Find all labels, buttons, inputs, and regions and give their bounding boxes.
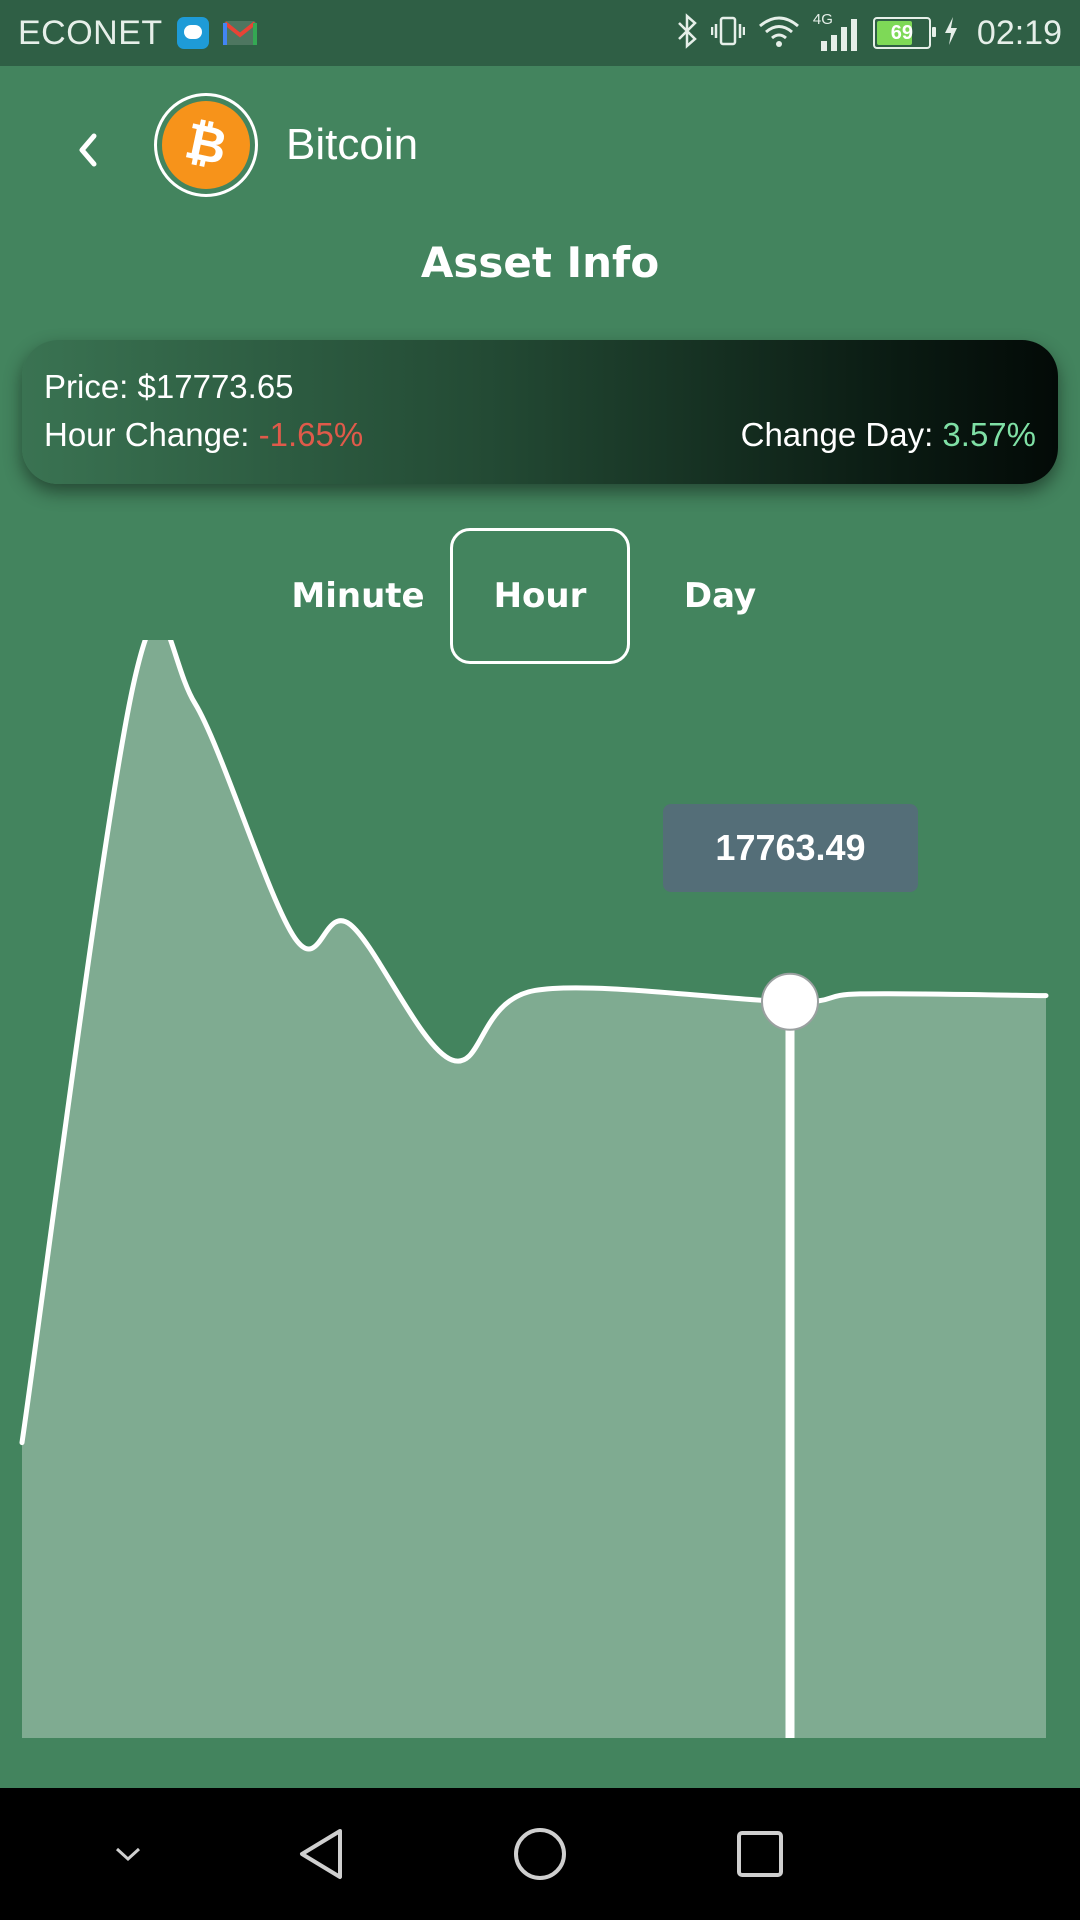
bitcoin-icon: ₿: [162, 101, 250, 189]
hour-change-row: Hour Change: -1.65%: [44, 416, 363, 454]
svg-text:₿: ₿: [180, 115, 232, 175]
nav-recents-button[interactable]: [735, 1788, 785, 1920]
coin-avatar: ₿: [154, 93, 258, 197]
clock: 02:19: [977, 14, 1062, 53]
asset-info-card: Price: $17773.65 Hour Change: -1.65% Cha…: [22, 340, 1058, 484]
triangle-back-icon: [296, 1827, 346, 1881]
crosshair-handle[interactable]: [762, 974, 818, 1030]
gmail-icon: [223, 19, 257, 47]
circle-home-icon: [512, 1826, 568, 1882]
wifi-icon: [757, 14, 801, 53]
price-label: Price:: [44, 368, 138, 405]
value-tooltip: 17763.49: [663, 804, 918, 892]
nav-back-button[interactable]: [290, 1788, 352, 1920]
messages-icon: [177, 17, 209, 49]
back-button[interactable]: [66, 120, 110, 180]
day-change-value: 3.57%: [942, 416, 1036, 453]
status-bar: ECONET: [0, 0, 1080, 66]
day-change-row: Change Day: 3.57%: [741, 416, 1036, 454]
nav-home-button[interactable]: [510, 1788, 570, 1920]
hour-change-label: Hour Change:: [44, 416, 259, 453]
navigation-bar: [0, 1788, 1080, 1920]
charging-icon: [943, 16, 959, 51]
battery-level: 69: [891, 22, 913, 45]
price-chart[interactable]: [0, 640, 1080, 1740]
bluetooth-icon: [675, 13, 699, 54]
square-recents-icon: [735, 1829, 785, 1879]
price-row: Price: $17773.65: [44, 368, 294, 406]
hide-keyboard-button[interactable]: [100, 1788, 156, 1920]
chevron-left-icon: [66, 120, 110, 180]
battery-icon: 69: [873, 17, 931, 49]
carrier-name: ECONET: [18, 14, 163, 53]
page-title: Asset Info: [0, 238, 1080, 287]
hour-change-value: -1.65%: [259, 416, 364, 453]
day-change-label: Change Day:: [741, 416, 943, 453]
chevron-down-icon: [113, 1844, 143, 1864]
coin-name: Bitcoin: [286, 120, 418, 170]
vibrate-icon: [711, 14, 745, 53]
price-value: $17773.65: [138, 368, 294, 405]
signal-icon: 4G: [813, 13, 861, 53]
